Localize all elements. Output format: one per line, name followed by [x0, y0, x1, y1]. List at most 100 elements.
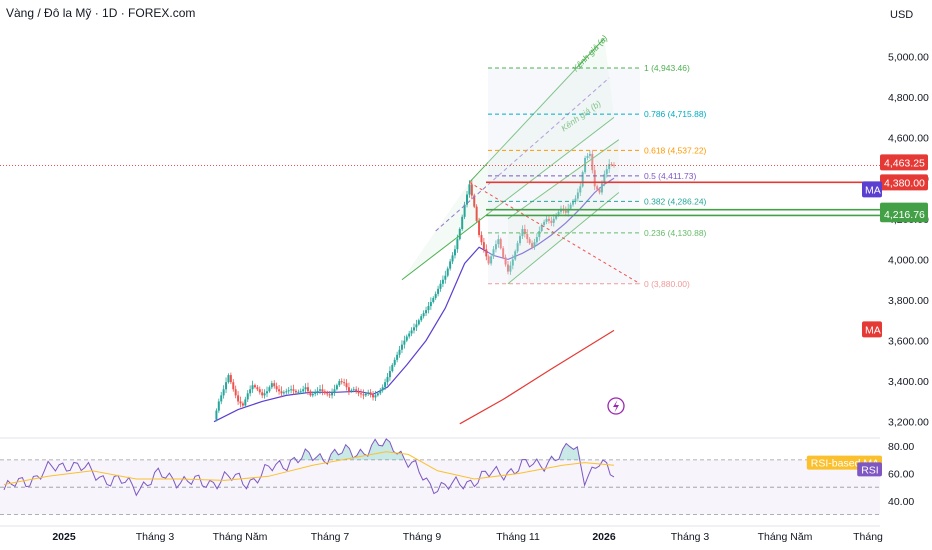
- candle: [239, 396, 242, 408]
- fib-level-label: 0.5 (4,411.73): [644, 171, 696, 181]
- candle-body: [557, 211, 560, 215]
- candle-body: [567, 208, 570, 213]
- candle: [381, 384, 384, 393]
- candle-body: [449, 261, 452, 269]
- candle: [282, 390, 285, 395]
- candle: [386, 373, 389, 386]
- candle: [340, 378, 343, 385]
- current-price-badge[interactable]: 4,463.25: [880, 154, 928, 171]
- candle: [374, 390, 377, 401]
- candle: [593, 165, 596, 191]
- candle: [576, 188, 579, 202]
- candle-body: [461, 216, 464, 229]
- current-price-badge-text: 4,463.25: [884, 157, 925, 169]
- lightning-event-icon[interactable]: [607, 397, 625, 415]
- channel-a-upper-line[interactable]: [469, 37, 605, 183]
- level-badge-box: [880, 174, 928, 191]
- fib-level-label: 0.382 (4,286.24): [644, 196, 707, 206]
- ma-long-line[interactable]: [459, 329, 615, 425]
- candle: [550, 216, 553, 227]
- candle: [364, 391, 367, 397]
- candle-body: [299, 391, 302, 393]
- candle: [234, 385, 237, 399]
- candle-body: [533, 242, 536, 248]
- level-badge[interactable]: 4,216.76: [880, 206, 928, 223]
- candle-body: [229, 375, 232, 383]
- candle-body: [350, 390, 353, 392]
- rsi-ma-line[interactable]: [3, 451, 615, 485]
- candle: [359, 389, 362, 398]
- ma-badge-text: MA: [865, 184, 881, 196]
- candle-body: [352, 389, 355, 391]
- candle-body: [359, 393, 362, 395]
- candle: [314, 389, 317, 397]
- ma-badge[interactable]: MA: [862, 181, 882, 198]
- candle-body: [552, 218, 555, 223]
- candle-body: [543, 221, 546, 225]
- ma-badge[interactable]: MA: [862, 321, 882, 338]
- candle-body: [396, 354, 399, 360]
- candle: [579, 181, 582, 197]
- candle: [333, 384, 336, 396]
- candle: [331, 388, 334, 399]
- candle: [475, 204, 478, 223]
- candle: [492, 246, 495, 259]
- rsi-overbought-fill: [562, 443, 567, 460]
- price-axis[interactable]: 5,000.004,800.004,600.004,400.004,200.00…: [862, 52, 929, 429]
- candle-body: [405, 336, 408, 341]
- candle-body: [335, 385, 338, 390]
- candle-body: [451, 255, 454, 262]
- candle: [531, 240, 534, 250]
- candle-body: [487, 256, 490, 264]
- time-axis[interactable]: 2025 Tháng 3 Tháng Năm Tháng 7 Tháng 9 Tháng …: [0, 525, 883, 543]
- candle: [504, 254, 507, 267]
- channel-a-lower-line[interactable]: [401, 116, 615, 281]
- candle-body: [441, 279, 444, 284]
- currency-label: USD: [890, 9, 914, 21]
- candle-body: [345, 383, 348, 388]
- price-tick-label: 3,400.00: [888, 376, 929, 388]
- candle-body: [270, 383, 273, 388]
- candle: [225, 377, 228, 394]
- candle: [410, 327, 413, 337]
- candle: [232, 379, 235, 392]
- candle-body: [408, 333, 411, 337]
- price-tick-label: 3,200.00: [888, 417, 929, 429]
- candle-body: [504, 257, 507, 265]
- candle-body: [610, 164, 613, 166]
- rsi-overbought-fill: [386, 438, 390, 460]
- rsi-overbought-fill: [342, 444, 346, 460]
- candle-body: [485, 249, 488, 257]
- rsi-overbought-fill: [334, 449, 339, 460]
- ma-short-line[interactable]: [213, 177, 615, 423]
- candle: [405, 334, 408, 343]
- candle: [362, 389, 365, 400]
- candle: [352, 386, 355, 393]
- rsi-line[interactable]: [3, 438, 615, 497]
- candle-body: [362, 394, 365, 396]
- level-badge[interactable]: 4,380.00: [880, 174, 928, 191]
- candle: [403, 335, 406, 349]
- candle-body: [398, 349, 401, 355]
- candle: [540, 223, 543, 233]
- channel-b-upper-line[interactable]: [507, 139, 620, 220]
- candle-body: [316, 390, 319, 393]
- candle: [393, 357, 396, 367]
- candle-body: [311, 393, 314, 396]
- candle: [543, 219, 546, 227]
- rsi-overbought-fill: [404, 459, 409, 460]
- candle-body: [282, 392, 285, 394]
- candle-body: [384, 382, 387, 388]
- candle: [552, 214, 555, 227]
- candle-body: [535, 237, 538, 243]
- price-tick-label: 3,600.00: [888, 336, 929, 348]
- rsi-overbought-fill: [345, 444, 350, 460]
- candle: [338, 378, 341, 388]
- rsi-label-badge[interactable]: RSI: [857, 462, 882, 477]
- candle: [268, 385, 271, 393]
- candle-body: [333, 389, 336, 393]
- rsi-overbought-fill: [577, 446, 581, 460]
- lightning-glyph: [613, 400, 619, 413]
- candle: [306, 382, 309, 396]
